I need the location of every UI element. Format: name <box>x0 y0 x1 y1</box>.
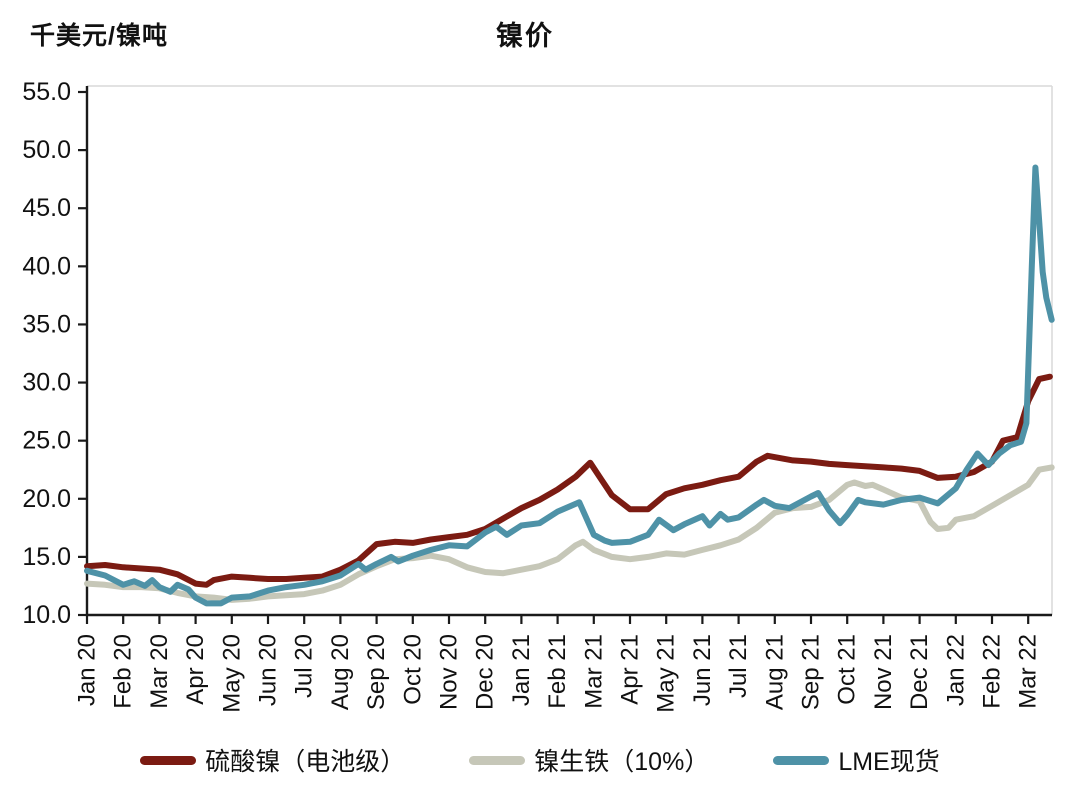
legend-swatch-lme-spot <box>773 755 830 765</box>
x-tick-label: Nov 20 <box>436 634 463 710</box>
x-tick-label: Feb 21 <box>544 634 571 709</box>
x-tick-label: Feb 20 <box>110 634 137 709</box>
x-tick-label: Oct 20 <box>399 634 426 705</box>
y-tick-label: 45.0 <box>22 194 71 222</box>
x-tick-label: Aug 21 <box>761 634 788 710</box>
x-tick-label: Dec 20 <box>472 634 499 710</box>
x-tick-label: Jan 22 <box>942 634 969 706</box>
y-tick-label: 50.0 <box>22 136 71 164</box>
legend-swatch-nickel-sulfate <box>140 755 197 765</box>
series-line-lme-spot <box>84 164 1055 607</box>
x-tick-label: Aug 20 <box>327 634 354 710</box>
x-tick-label: May 20 <box>218 634 245 713</box>
x-tick-label: Oct 21 <box>834 634 861 705</box>
x-tick-label: Sep 20 <box>363 634 390 710</box>
legend-item-nickel-pig-iron: 镍生铁（10%） <box>469 742 709 778</box>
y-tick-label: 15.0 <box>22 543 71 571</box>
legend-swatch-nickel-pig-iron <box>469 755 526 765</box>
legend-label-nickel-sulfate: 硫酸镍（电池级） <box>205 748 406 776</box>
y-tick-label: 35.0 <box>22 310 71 338</box>
y-tick-label: 25.0 <box>22 427 71 455</box>
x-tick-label: Apr 20 <box>182 634 209 705</box>
x-tick-label: Jul 21 <box>725 634 752 698</box>
x-tick-label: May 21 <box>653 634 680 713</box>
x-tick-label: Mar 20 <box>146 634 173 709</box>
legend-label-lme-spot: LME现货 <box>838 748 940 776</box>
x-tick-label: Feb 22 <box>979 634 1006 709</box>
x-tick-label: Jan 20 <box>74 634 101 706</box>
x-tick-label: Nov 21 <box>870 634 897 710</box>
x-tick-label: Apr 21 <box>617 634 644 705</box>
y-tick-label: 40.0 <box>22 252 71 280</box>
legend-item-lme-spot: LME现货 <box>773 742 940 778</box>
legend-item-nickel-sulfate: 硫酸镍（电池级） <box>140 742 405 778</box>
y-axis-unit-label: 千美元/镍吨 <box>30 22 168 50</box>
series-line-nickel-sulfate-battery-grade <box>84 373 1053 588</box>
chart-legend: 硫酸镍（电池级） 镍生铁（10%） LME现货 <box>0 740 1080 780</box>
x-tick-label: Jul 20 <box>291 634 318 698</box>
x-tick-label: Dec 21 <box>906 634 933 710</box>
x-tick-label: Mar 21 <box>580 634 607 709</box>
x-tick-label: Jan 21 <box>508 634 535 706</box>
y-tick-label: 55.0 <box>22 78 71 106</box>
x-tick-label: Mar 22 <box>1015 634 1042 709</box>
nickel-price-line-chart: 10.0 15.0 20.0 25.0 30.0 35.0 40.0 45.0 50.0 55.0… <box>22 78 1055 713</box>
legend-label-nickel-pig-iron: 镍生铁（10%） <box>534 748 710 776</box>
y-tick-label: 10.0 <box>22 601 71 629</box>
y-tick-label: 30.0 <box>22 369 71 397</box>
y-tick-label: 20.0 <box>22 485 71 513</box>
series-line-nickel-pig-iron-10pct <box>84 464 1055 603</box>
x-tick-label: Jun 21 <box>689 634 716 706</box>
x-tick-label: Jun 20 <box>255 634 282 706</box>
x-tick-label: Sep 21 <box>798 634 825 710</box>
chart-title: 镍价 <box>496 21 554 51</box>
